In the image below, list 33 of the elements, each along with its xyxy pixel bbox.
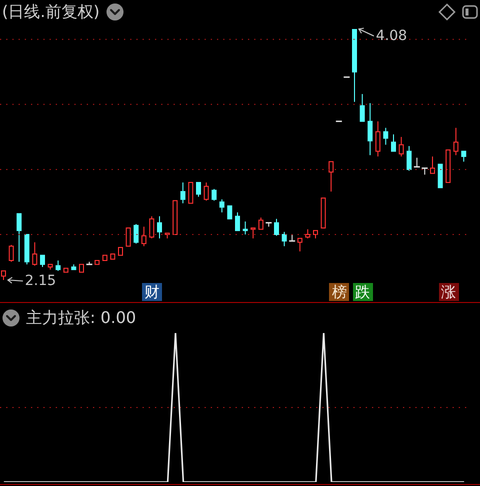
text: 财 — [142, 283, 162, 301]
candlestick — [188, 182, 194, 204]
candlestick — [227, 205, 232, 220]
annotation: 2.15 — [24, 273, 56, 289]
annotation: 4.08 — [376, 28, 408, 44]
candlestick — [430, 156, 435, 174]
candlestick — [250, 227, 256, 239]
candlestick — [368, 102, 373, 156]
candlestick — [102, 254, 108, 261]
candlestick — [328, 161, 334, 192]
candlestick — [118, 246, 123, 256]
candlestick — [63, 268, 68, 273]
candlestick — [320, 198, 326, 228]
text: 跌 — [352, 283, 373, 301]
candlestick — [446, 149, 451, 183]
text: 涨 — [438, 283, 458, 301]
candlestick — [297, 238, 302, 252]
chart-title: 主力拉张: 0.00 — [26, 308, 136, 328]
candlestick — [375, 120, 380, 157]
candlestick — [360, 94, 365, 122]
candlestick — [172, 200, 178, 235]
candlestick — [110, 253, 116, 260]
candlestick — [94, 260, 100, 265]
candlestick — [391, 134, 396, 152]
candlestick — [438, 164, 443, 188]
candlestick — [157, 216, 162, 239]
candlestick — [196, 182, 201, 198]
candlestick — [352, 29, 357, 102]
candlestick — [126, 227, 131, 247]
text: 榜 — [329, 283, 350, 301]
candlestick — [16, 213, 22, 262]
chart-title: (日线.前复权) — [2, 2, 100, 22]
candlestick — [79, 264, 84, 273]
